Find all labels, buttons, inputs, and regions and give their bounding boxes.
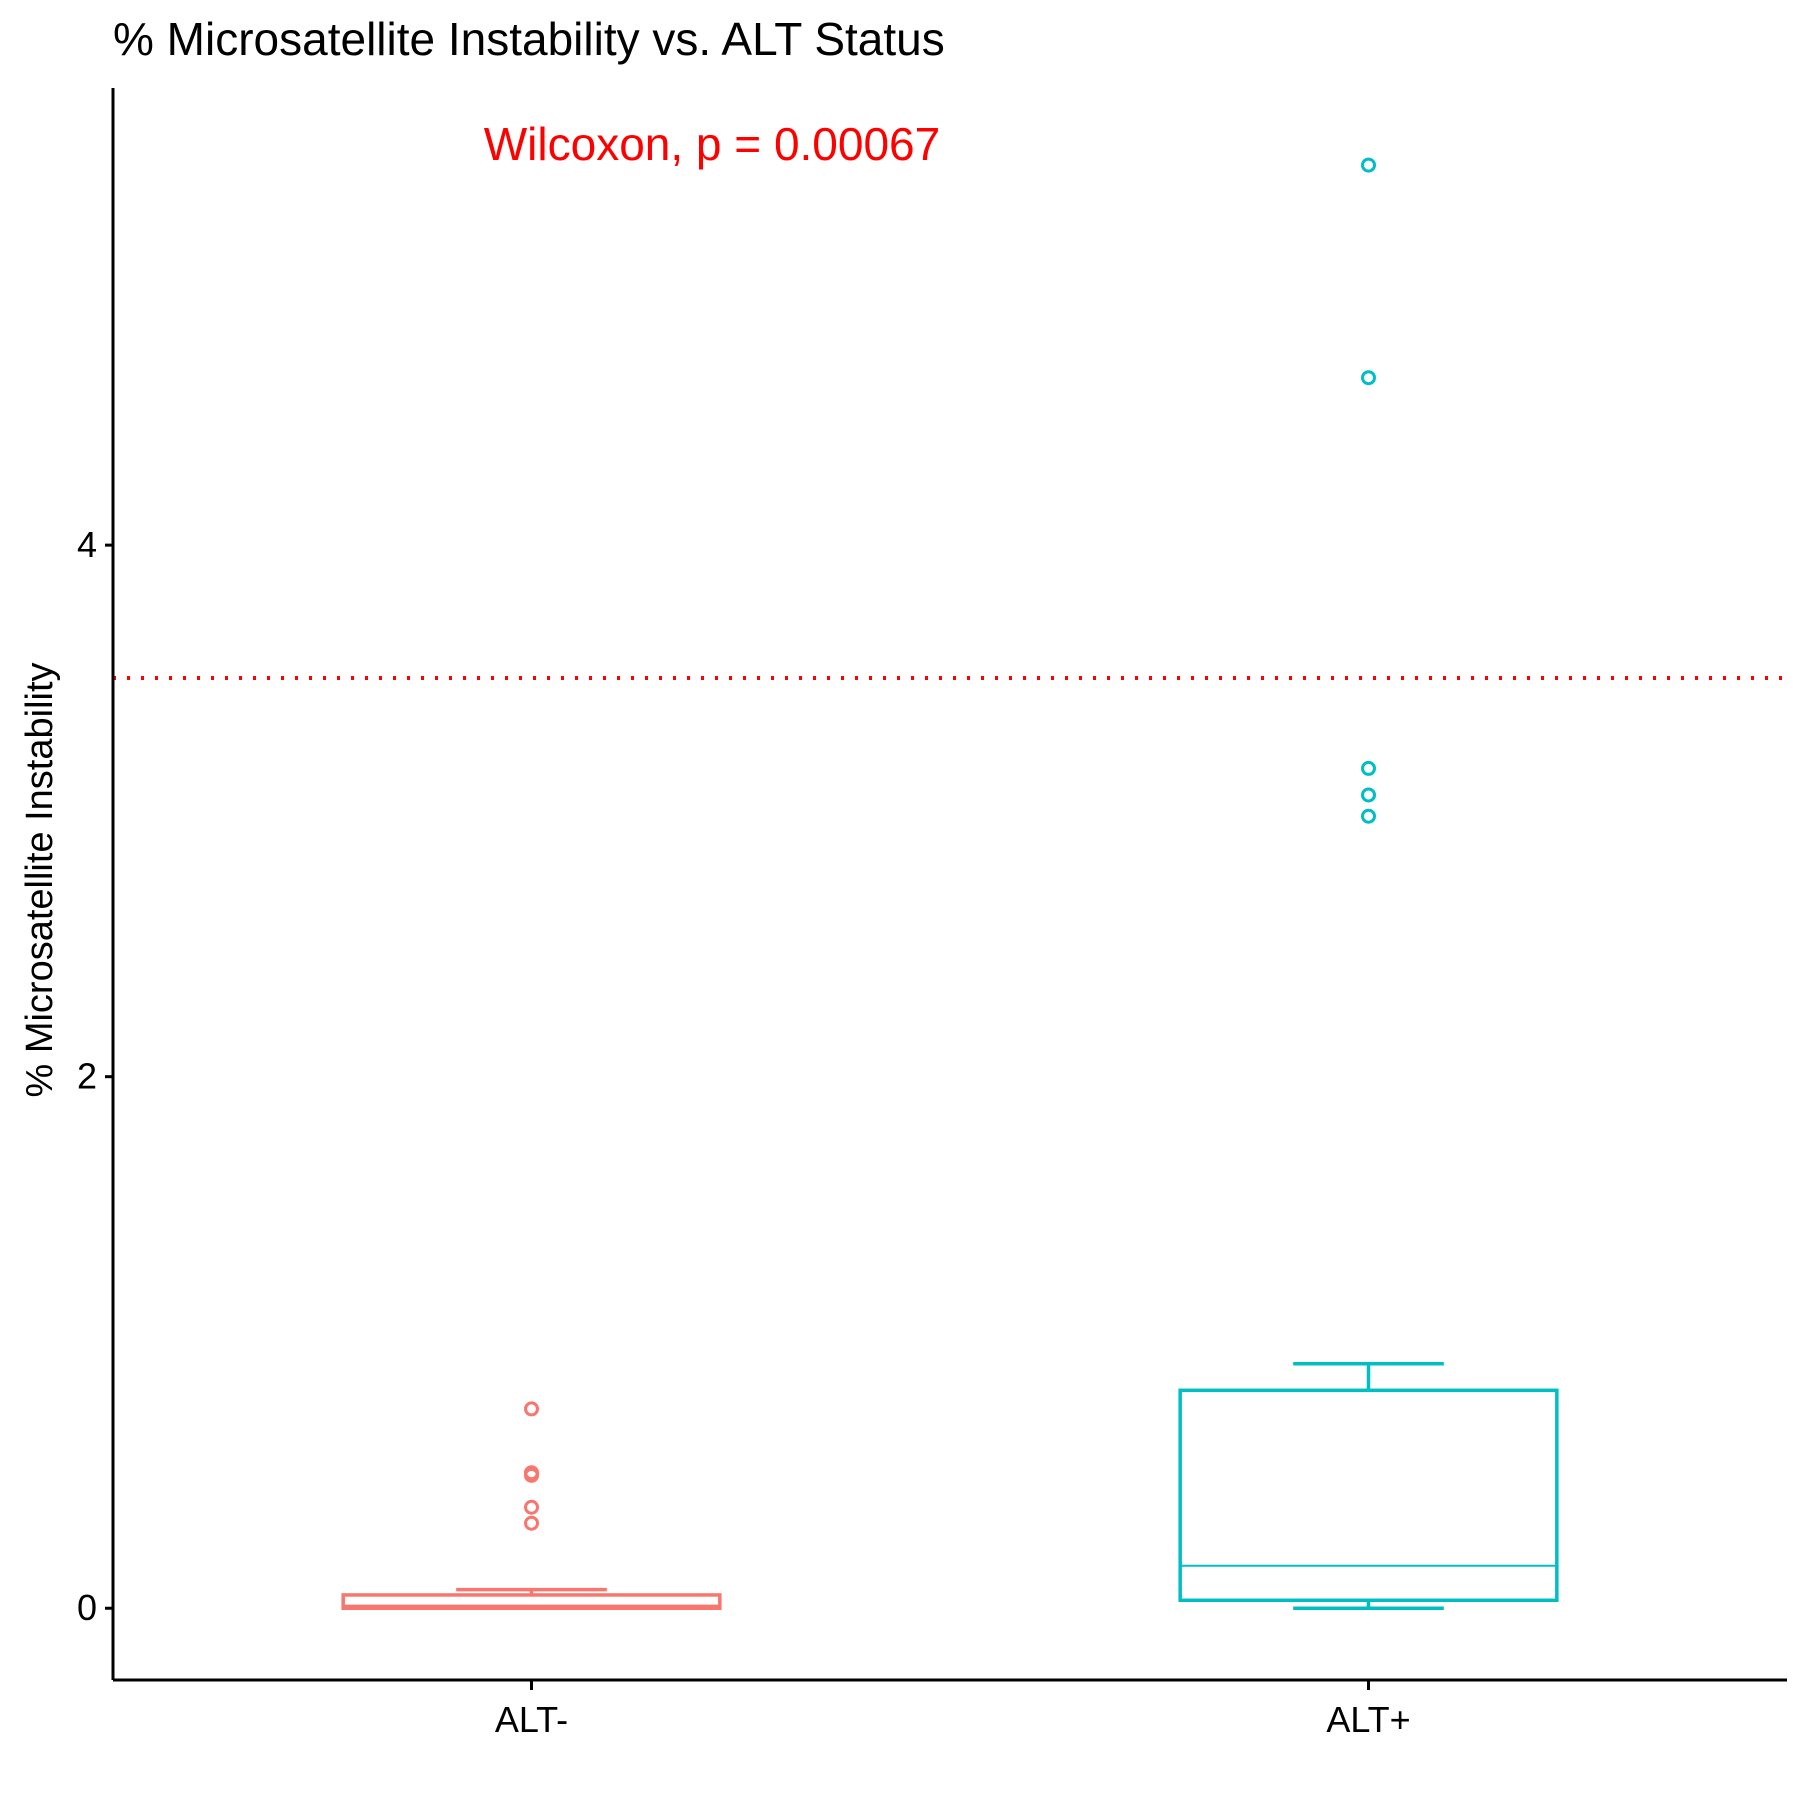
wilcoxon-annotation: Wilcoxon, p = 0.00067 bbox=[484, 118, 940, 170]
boxplot-alt-negative bbox=[341, 1587, 722, 1610]
outliers-layer bbox=[524, 157, 1376, 1531]
y-tick-label: 0 bbox=[77, 1587, 97, 1628]
box-iqr bbox=[1178, 1388, 1559, 1603]
chart-title: % Microsatellite Instability vs. ALT Sta… bbox=[113, 13, 945, 65]
boxes-layer bbox=[341, 1361, 1559, 1610]
outlier-point bbox=[524, 1401, 539, 1417]
x-tick-label: ALT+ bbox=[1326, 1699, 1410, 1740]
outlier-point bbox=[524, 1515, 539, 1531]
axes-layer bbox=[111, 88, 1787, 1682]
y-axis-title: % Microsatellite Instability bbox=[19, 662, 61, 1097]
y-tick-label: 2 bbox=[77, 1056, 97, 1097]
outlier-point bbox=[1361, 370, 1376, 386]
outlier-point bbox=[524, 1499, 539, 1515]
outlier-point bbox=[1361, 808, 1376, 824]
ticks-layer: 0 2 4 ALT- ALT+ bbox=[77, 524, 1411, 1740]
outlier-point bbox=[1361, 787, 1376, 803]
y-tick-label: 4 bbox=[77, 524, 97, 565]
outlier-point bbox=[524, 1465, 539, 1481]
boxplot-alt-positive bbox=[1178, 1361, 1559, 1610]
outlier-point bbox=[1361, 760, 1376, 776]
x-tick-label: ALT- bbox=[495, 1699, 568, 1740]
outlier-point bbox=[1361, 157, 1376, 173]
